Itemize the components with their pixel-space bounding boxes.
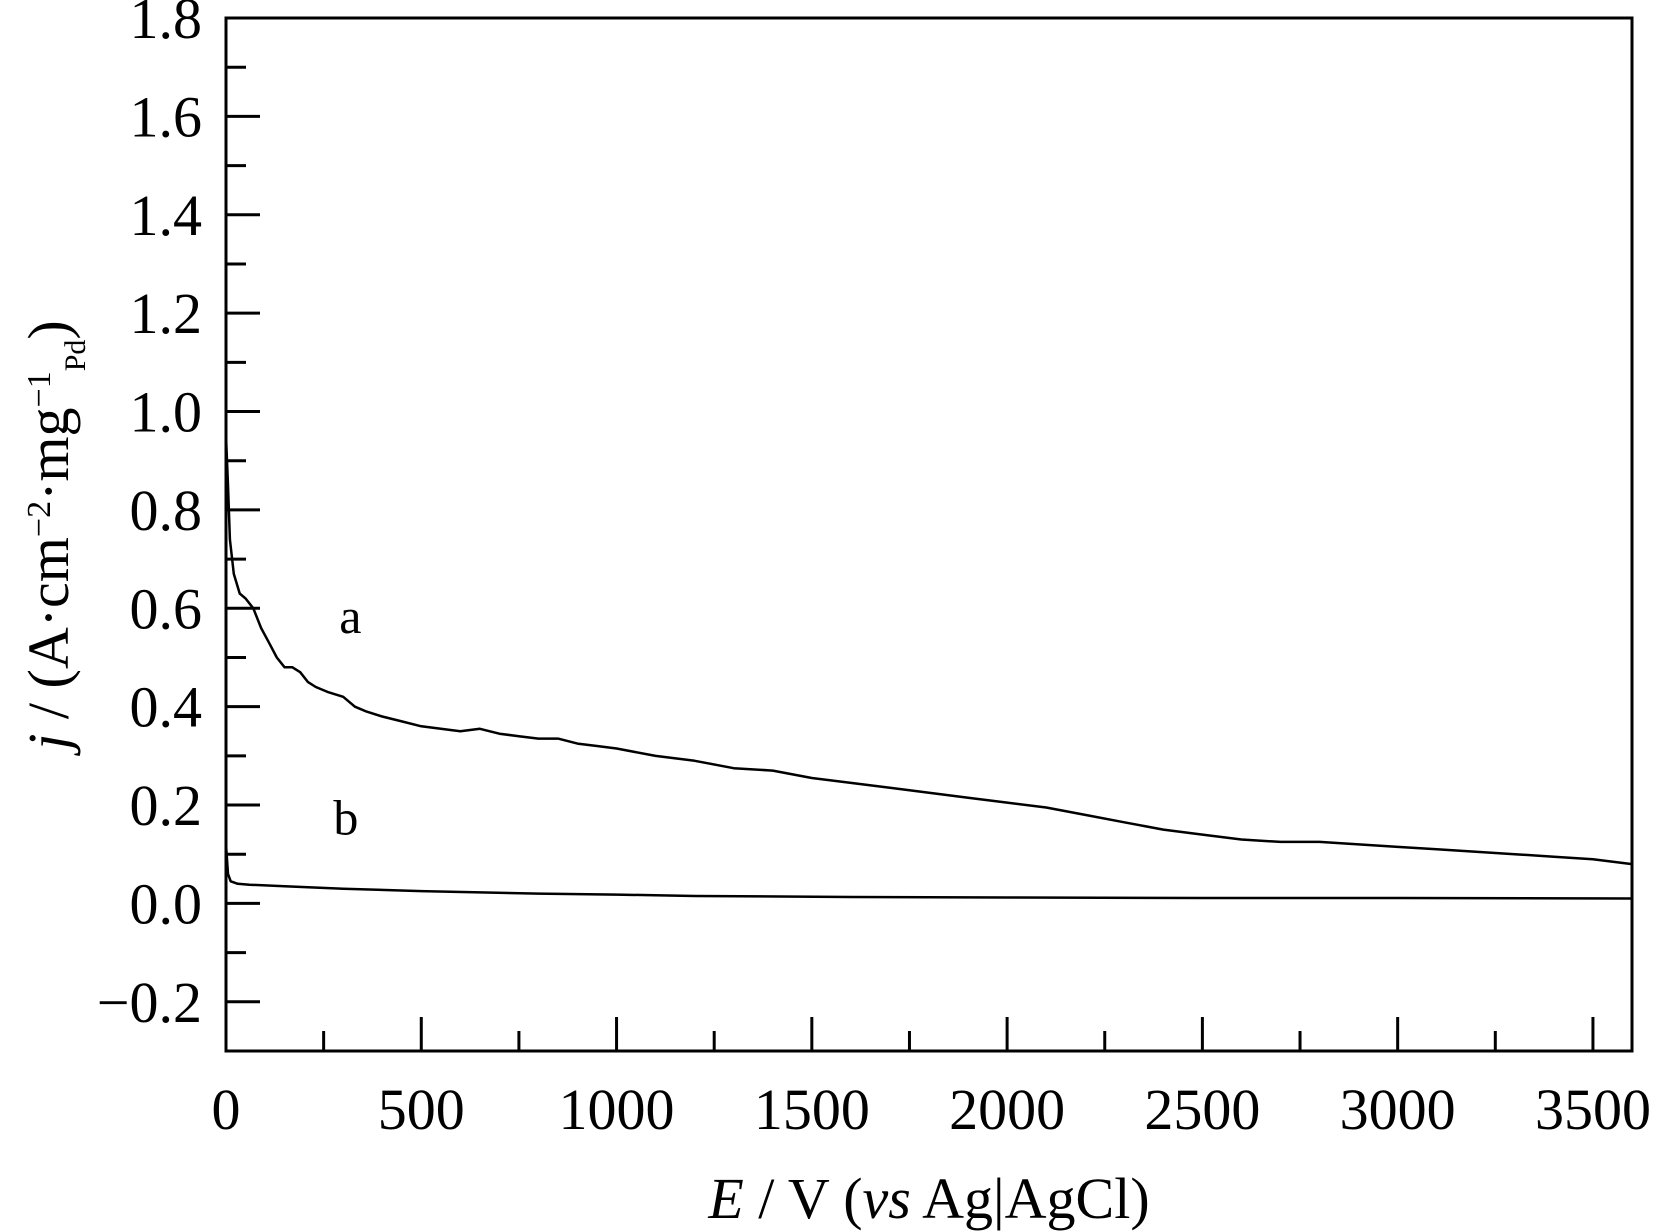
x-axis-title-vs: vs (863, 1166, 911, 1231)
series-b-label: b (333, 790, 358, 846)
x-tick-label: 2000 (949, 1077, 1065, 1142)
y-axis-title-mid: ·mg (16, 407, 81, 500)
series-a-line (224, 436, 1633, 866)
x-tick-label: 2500 (1144, 1077, 1260, 1142)
y-tick-label: 0.6 (130, 576, 203, 641)
y-axis-title: j / (A·cm−2·mg−1Pd) (16, 320, 92, 756)
y-axis-title-sub: Pd (59, 340, 92, 372)
y-tick-label: 0.2 (130, 773, 203, 838)
y-tick-label: 1.6 (130, 84, 203, 149)
y-tick-label: 0.8 (130, 478, 203, 543)
y-tick-label: 1.4 (130, 183, 203, 248)
y-tick-label: 1.2 (130, 281, 203, 346)
series-layer: ab (224, 436, 1633, 900)
x-axis-title-ref: Ag|AgCl) (911, 1166, 1150, 1231)
y-axis-title-end: ) (16, 320, 81, 339)
y-tick-label: 1.8 (130, 0, 203, 51)
y-axis-title-var: j (16, 734, 81, 757)
y-tick-label: 0.0 (130, 871, 203, 936)
x-tick-label: 3500 (1535, 1077, 1651, 1142)
x-tick-label: 3000 (1340, 1077, 1456, 1142)
y-axis-title-sup1: −2 (21, 501, 58, 537)
y-tick-label: −0.2 (97, 970, 202, 1035)
x-tick-label: 0 (212, 1077, 241, 1142)
series-b-line (224, 844, 1633, 900)
x-axis-title-var: E (707, 1166, 743, 1231)
y-tick-label: 1.0 (130, 380, 203, 445)
x-axis-title-unit: / V ( (744, 1166, 863, 1231)
ticks-layer: −0.2 0.0 0.2 0.4 0.6 0.8 1.0 1.2 1.4 1.6 1.8 0 500 10… (97, 0, 1651, 1142)
x-tick-label: 1500 (754, 1077, 870, 1142)
y-tick-label: 0.4 (130, 675, 203, 740)
plot-frame (224, 16, 1634, 1053)
x-axis-title: E / V (vs Ag|AgCl) (707, 1166, 1149, 1231)
y-axis-title-unit: / (A·cm (16, 537, 81, 734)
x-tick-label: 1000 (559, 1077, 675, 1142)
series-a-label: a (339, 588, 361, 644)
y-axis-title-sup2: −1 (21, 371, 58, 407)
x-tick-label: 500 (378, 1077, 465, 1142)
